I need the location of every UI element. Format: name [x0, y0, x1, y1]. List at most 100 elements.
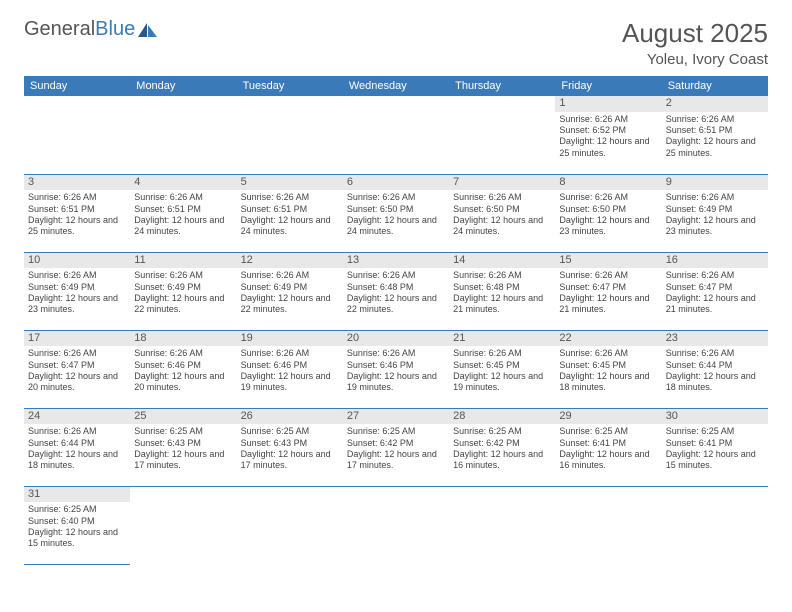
calendar-day-cell: 21Sunrise: 6:26 AMSunset: 6:45 PMDayligh… — [449, 330, 555, 408]
calendar-day-cell: 3Sunrise: 6:26 AMSunset: 6:51 PMDaylight… — [24, 174, 130, 252]
sunset-line: Sunset: 6:43 PM — [134, 438, 232, 449]
calendar-day-cell: 19Sunrise: 6:26 AMSunset: 6:46 PMDayligh… — [237, 330, 343, 408]
calendar-day-cell: 11Sunrise: 6:26 AMSunset: 6:49 PMDayligh… — [130, 252, 236, 330]
sunset-line: Sunset: 6:52 PM — [559, 125, 657, 136]
calendar-empty-cell — [237, 486, 343, 564]
daylight-line: Daylight: 12 hours and 24 minutes. — [241, 215, 339, 238]
sunset-line: Sunset: 6:44 PM — [28, 438, 126, 449]
calendar-day-cell: 2Sunrise: 6:26 AMSunset: 6:51 PMDaylight… — [662, 96, 768, 174]
sunrise-line: Sunrise: 6:26 AM — [666, 348, 764, 359]
calendar-empty-cell — [130, 96, 236, 174]
day-number: 12 — [237, 253, 343, 269]
calendar-empty-cell — [343, 96, 449, 174]
day-number: 2 — [662, 96, 768, 112]
calendar-day-cell: 5Sunrise: 6:26 AMSunset: 6:51 PMDaylight… — [237, 174, 343, 252]
calendar-day-cell: 8Sunrise: 6:26 AMSunset: 6:50 PMDaylight… — [555, 174, 661, 252]
daylight-line: Daylight: 12 hours and 24 minutes. — [453, 215, 551, 238]
calendar-day-cell: 25Sunrise: 6:25 AMSunset: 6:43 PMDayligh… — [130, 408, 236, 486]
calendar-day-cell: 22Sunrise: 6:26 AMSunset: 6:45 PMDayligh… — [555, 330, 661, 408]
calendar-day-cell: 14Sunrise: 6:26 AMSunset: 6:48 PMDayligh… — [449, 252, 555, 330]
sunset-line: Sunset: 6:49 PM — [28, 282, 126, 293]
calendar-empty-cell — [130, 486, 236, 564]
calendar-day-cell: 15Sunrise: 6:26 AMSunset: 6:47 PMDayligh… — [555, 252, 661, 330]
sunrise-line: Sunrise: 6:25 AM — [134, 426, 232, 437]
calendar-empty-cell — [662, 486, 768, 564]
daylight-line: Daylight: 12 hours and 25 minutes. — [28, 215, 126, 238]
sunset-line: Sunset: 6:44 PM — [666, 360, 764, 371]
daylight-line: Daylight: 12 hours and 15 minutes. — [666, 449, 764, 472]
daylight-line: Daylight: 12 hours and 23 minutes. — [559, 215, 657, 238]
sunrise-line: Sunrise: 6:26 AM — [666, 114, 764, 125]
day-number: 14 — [449, 253, 555, 269]
sunset-line: Sunset: 6:46 PM — [347, 360, 445, 371]
daylight-line: Daylight: 12 hours and 23 minutes. — [28, 293, 126, 316]
day-number: 30 — [662, 409, 768, 425]
calendar-day-cell: 1Sunrise: 6:26 AMSunset: 6:52 PMDaylight… — [555, 96, 661, 174]
day-number: 9 — [662, 175, 768, 191]
daylight-line: Daylight: 12 hours and 19 minutes. — [241, 371, 339, 394]
sunset-line: Sunset: 6:51 PM — [28, 204, 126, 215]
calendar-empty-cell — [449, 96, 555, 174]
daylight-line: Daylight: 12 hours and 22 minutes. — [241, 293, 339, 316]
daylight-line: Daylight: 12 hours and 15 minutes. — [28, 527, 126, 550]
sunset-line: Sunset: 6:47 PM — [559, 282, 657, 293]
sunset-line: Sunset: 6:47 PM — [666, 282, 764, 293]
title-block: August 2025 Yoleu, Ivory Coast — [622, 18, 768, 68]
day-number: 7 — [449, 175, 555, 191]
sunrise-line: Sunrise: 6:26 AM — [347, 192, 445, 203]
calendar-week-row: 10Sunrise: 6:26 AMSunset: 6:49 PMDayligh… — [24, 252, 768, 330]
day-number: 3 — [24, 175, 130, 191]
daylight-line: Daylight: 12 hours and 21 minutes. — [453, 293, 551, 316]
sunrise-line: Sunrise: 6:26 AM — [241, 270, 339, 281]
logo-text-1: General — [24, 18, 95, 41]
sunset-line: Sunset: 6:51 PM — [241, 204, 339, 215]
daylight-line: Daylight: 12 hours and 21 minutes. — [666, 293, 764, 316]
calendar-day-cell: 17Sunrise: 6:26 AMSunset: 6:47 PMDayligh… — [24, 330, 130, 408]
day-number: 18 — [130, 331, 236, 347]
sunrise-line: Sunrise: 6:25 AM — [347, 426, 445, 437]
day-number: 1 — [555, 96, 661, 112]
calendar-empty-cell — [343, 486, 449, 564]
calendar-header-cell: Thursday — [449, 76, 555, 96]
calendar-empty-cell — [449, 486, 555, 564]
logo-text-2: Blue — [95, 18, 135, 41]
calendar-week-row: 17Sunrise: 6:26 AMSunset: 6:47 PMDayligh… — [24, 330, 768, 408]
calendar-week-row: 3Sunrise: 6:26 AMSunset: 6:51 PMDaylight… — [24, 174, 768, 252]
calendar-day-cell: 31Sunrise: 6:25 AMSunset: 6:40 PMDayligh… — [24, 486, 130, 564]
calendar-day-cell: 23Sunrise: 6:26 AMSunset: 6:44 PMDayligh… — [662, 330, 768, 408]
day-number: 23 — [662, 331, 768, 347]
sunrise-line: Sunrise: 6:26 AM — [28, 426, 126, 437]
day-number: 27 — [343, 409, 449, 425]
sunset-line: Sunset: 6:48 PM — [453, 282, 551, 293]
logo: GeneralBlue — [24, 18, 159, 41]
day-number: 13 — [343, 253, 449, 269]
day-number: 19 — [237, 331, 343, 347]
sunset-line: Sunset: 6:48 PM — [347, 282, 445, 293]
calendar-empty-cell — [24, 96, 130, 174]
sunrise-line: Sunrise: 6:25 AM — [666, 426, 764, 437]
calendar-table: SundayMondayTuesdayWednesdayThursdayFrid… — [24, 76, 768, 565]
sunrise-line: Sunrise: 6:26 AM — [559, 192, 657, 203]
sunrise-line: Sunrise: 6:25 AM — [241, 426, 339, 437]
calendar-day-cell: 28Sunrise: 6:25 AMSunset: 6:42 PMDayligh… — [449, 408, 555, 486]
sunrise-line: Sunrise: 6:26 AM — [666, 192, 764, 203]
sunset-line: Sunset: 6:50 PM — [559, 204, 657, 215]
calendar-day-cell: 9Sunrise: 6:26 AMSunset: 6:49 PMDaylight… — [662, 174, 768, 252]
day-number: 15 — [555, 253, 661, 269]
daylight-line: Daylight: 12 hours and 23 minutes. — [666, 215, 764, 238]
day-number: 6 — [343, 175, 449, 191]
calendar-day-cell: 7Sunrise: 6:26 AMSunset: 6:50 PMDaylight… — [449, 174, 555, 252]
daylight-line: Daylight: 12 hours and 17 minutes. — [241, 449, 339, 472]
header: GeneralBlue August 2025 Yoleu, Ivory Coa… — [24, 18, 768, 68]
day-number: 26 — [237, 409, 343, 425]
daylight-line: Daylight: 12 hours and 18 minutes. — [559, 371, 657, 394]
sunset-line: Sunset: 6:51 PM — [666, 125, 764, 136]
day-number: 24 — [24, 409, 130, 425]
sunset-line: Sunset: 6:42 PM — [453, 438, 551, 449]
calendar-day-cell: 27Sunrise: 6:25 AMSunset: 6:42 PMDayligh… — [343, 408, 449, 486]
logo-sail-icon — [137, 22, 159, 38]
daylight-line: Daylight: 12 hours and 19 minutes. — [453, 371, 551, 394]
day-number: 11 — [130, 253, 236, 269]
sunrise-line: Sunrise: 6:26 AM — [134, 270, 232, 281]
title-location: Yoleu, Ivory Coast — [622, 51, 768, 68]
